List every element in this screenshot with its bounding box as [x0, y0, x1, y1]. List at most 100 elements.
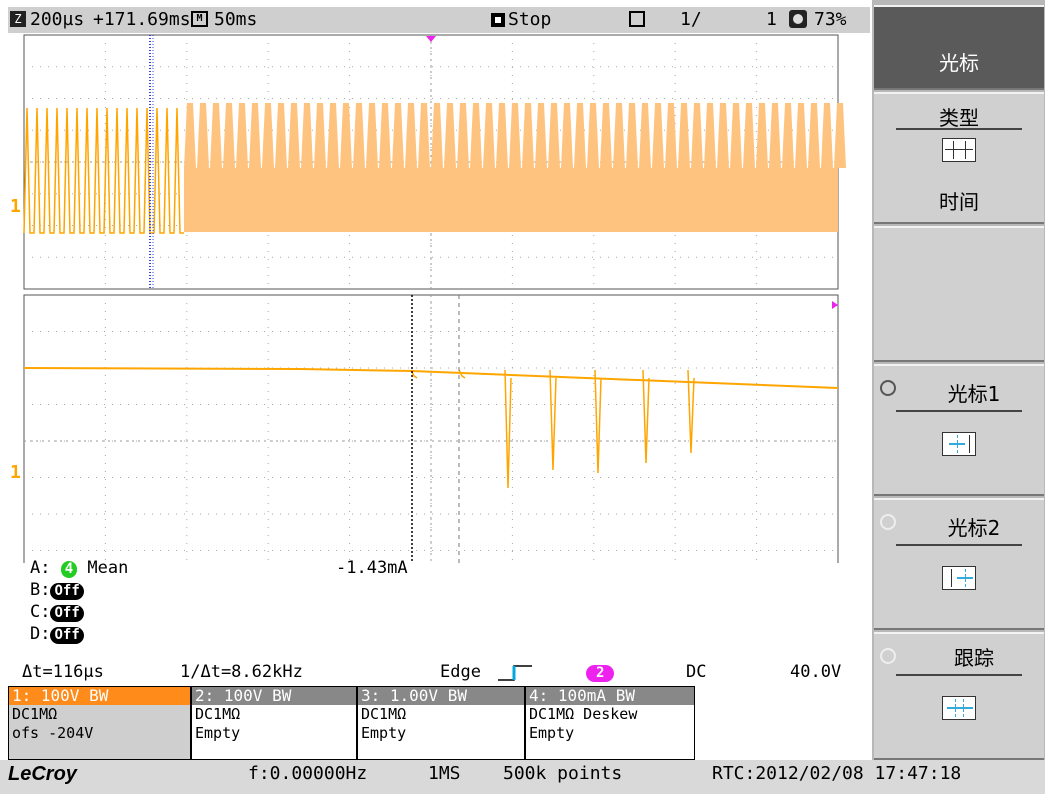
channel-1-pulse [457, 103, 469, 168]
channel-1-pulse [704, 103, 716, 168]
channel-1-pulse [535, 103, 547, 168]
time-cursor-icon [942, 138, 976, 162]
channel-1-pulse [834, 103, 846, 168]
channel-1-pulse [444, 103, 456, 168]
channel-3-box[interactable]: 3: 1.00V BW DC1MΩ Empty [357, 686, 525, 760]
channel-1-trace-burst [23, 107, 184, 234]
measurement-a-value: -1.43mA [336, 558, 408, 578]
trigger-frequency: f:0.00000Hz [248, 763, 368, 784]
cursor-1-button[interactable]: 光标1 [874, 364, 1044, 496]
channel-1-pulse [652, 103, 664, 168]
channel-1-pulse [587, 103, 599, 168]
measurement-d[interactable]: D: Off [30, 624, 84, 644]
glitch-spike [549, 369, 557, 471]
glitch-spike [504, 369, 512, 489]
channel-1-level-marker-top[interactable]: 1 [10, 196, 21, 217]
empty-menu-slot [874, 226, 1044, 362]
waveform-plot[interactable] [0, 33, 872, 563]
channel-1-pulse [600, 103, 612, 168]
delta-t-readout: Δt=116µs [22, 662, 104, 682]
main-timebase-icon: M [191, 11, 208, 27]
channel-1-pulse [392, 103, 404, 168]
channel-1-pulse [470, 103, 482, 168]
channel-1-pulse [366, 103, 378, 168]
channel-1-pulse [795, 103, 807, 168]
history-icon[interactable] [629, 11, 645, 27]
channel-1-pulse [197, 103, 209, 168]
cursor-type-button[interactable]: 类型 时间 [874, 92, 1044, 224]
measurement-b[interactable]: B: Off [30, 580, 84, 600]
channel-1-pulse [210, 103, 222, 168]
battery-level: 73% [814, 9, 847, 30]
channel-1-pulse [275, 103, 287, 168]
stop-icon[interactable] [491, 13, 505, 27]
channel-1-pulse [223, 103, 235, 168]
channel-2-box[interactable]: 2: 100V BW DC1MΩ Empty [191, 686, 357, 760]
brand-logo: LeCroy [8, 763, 77, 785]
channel-1-box[interactable]: 1: 100V BW DC1MΩ ofs -204V [8, 686, 191, 760]
trigger-source[interactable]: 2 [586, 662, 615, 682]
off-badge: Off [50, 583, 84, 600]
channel-1-level-marker-bottom[interactable]: 1 [10, 462, 21, 483]
channel-1-pulse [522, 103, 534, 168]
channel-1-pulse [301, 103, 313, 168]
glitch-spike [458, 369, 466, 379]
adjust-knob-icon [880, 514, 896, 530]
channel-1-pulse [236, 103, 248, 168]
zoom-timebase[interactable]: 200µs [30, 9, 85, 30]
channel-1-pulse [574, 103, 586, 168]
frequency-readout: 1/Δt=8.62kHz [180, 662, 303, 682]
adjust-knob-icon [880, 648, 896, 664]
off-badge: Off [50, 627, 84, 644]
channel-1-pulse [691, 103, 703, 168]
track-button[interactable]: 跟踪 [874, 632, 1044, 760]
channel-1-pulse [769, 103, 781, 168]
measurement-a-type: Mean [87, 558, 129, 578]
measurement-c[interactable]: C: Off [30, 602, 84, 622]
footer-bar: LeCroy f:0.00000Hz 1MS 500k points RTC:2… [0, 760, 1045, 794]
glitch-spike [594, 369, 602, 474]
trigger-level: 40.0V [790, 662, 842, 682]
trigger-position-marker [426, 36, 436, 42]
channel-1-pulse [613, 103, 625, 168]
glitch-spike [687, 369, 695, 454]
channel-1-pulse [327, 103, 339, 168]
real-time-clock: RTC:2012/02/08 17:47:18 [712, 763, 962, 784]
measurement-a[interactable]: A: 4 Mean [30, 558, 129, 578]
channel-1-pulse [496, 103, 508, 168]
main-timebase[interactable]: 50ms [214, 9, 258, 30]
glitch-spike [642, 369, 650, 464]
channel-1-pulse [249, 103, 261, 168]
channel-1-pulse [782, 103, 794, 168]
channel-1-pulse [340, 103, 352, 168]
record-length: 500k points [503, 763, 623, 784]
channel-4-box[interactable]: 4: 100mA BW DC1MΩ Deskew Empty [525, 686, 695, 760]
channel-1-pulse [418, 103, 430, 168]
channel-1-pulse [665, 103, 677, 168]
channel-1-trace-band [184, 168, 838, 232]
channel-1-pulse [184, 103, 196, 168]
channel-1-pulse [483, 103, 495, 168]
trigger-coupling: DC [686, 662, 707, 682]
trigger-delay[interactable]: +171.69ms [93, 9, 191, 30]
cursor-menu: 光标 类型 时间 光标1 光标2 跟踪 [872, 0, 1045, 760]
channel-1-pulse [431, 103, 443, 168]
channel-1-pulse [288, 103, 300, 168]
waveform-area[interactable] [0, 33, 872, 563]
zoom-edge-marker [832, 301, 838, 309]
cursor-2-icon [942, 566, 976, 590]
acquisition-count: 1/ [680, 9, 702, 30]
channel-1-pulse [743, 103, 755, 168]
channel-1-pulse [717, 103, 729, 168]
channel-1-pulse [262, 103, 274, 168]
channel-1-pulse [639, 103, 651, 168]
channel-1-pulse [509, 103, 521, 168]
trigger-mode[interactable]: Edge [440, 662, 481, 682]
channel-1-pulse [756, 103, 768, 168]
menu-title-cursor: 光标 [874, 5, 1044, 90]
channel-1-pulse [626, 103, 638, 168]
cursor-2-button[interactable]: 光标2 [874, 498, 1044, 630]
run-state[interactable]: Stop [508, 9, 552, 30]
channel-1-pulse [561, 103, 573, 168]
adjust-knob-icon [880, 380, 896, 396]
